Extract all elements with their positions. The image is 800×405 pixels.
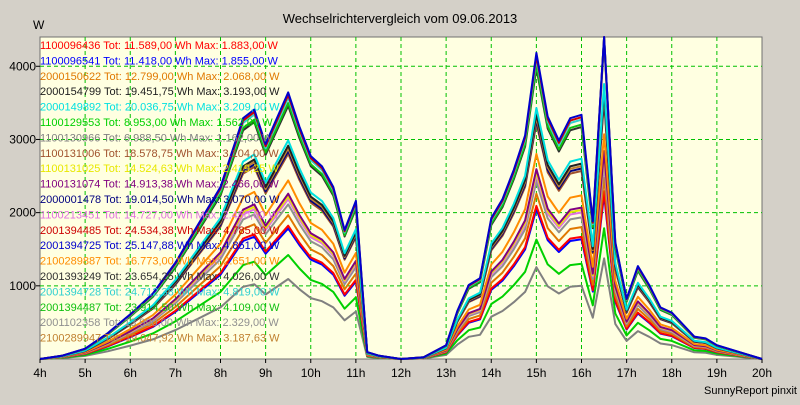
- legend-entry: 1100131006 Tot: 18.578,75 Wh Max: 3.104,…: [40, 148, 279, 160]
- legend-entry: 2001393249 Tot: 23.654,25 Wh Max: 4.026,…: [40, 271, 280, 283]
- legend-entry: 2001102358 Tot: 13.990,00 Wh Max: 2.329,…: [40, 317, 279, 329]
- x-tick-label: 16h: [571, 366, 591, 380]
- legend-entry: 1100131074 Tot: 14.913,38 Wh Max: 2.466,…: [40, 179, 279, 191]
- legend-entry: 1100213451 Tot: 14.727,00 Wh Max: 2.450,…: [40, 209, 279, 221]
- x-tick-label: 13h: [436, 366, 456, 380]
- y-tick-label: 1000: [9, 279, 36, 293]
- series-line: [39, 227, 763, 360]
- y-tick-label: 4000: [9, 59, 36, 73]
- x-tick-label: 5h: [78, 366, 91, 380]
- x-tick-label: 8h: [214, 366, 227, 380]
- x-tick-label: 7h: [169, 366, 182, 380]
- series-lines: [39, 36, 763, 360]
- x-tick-label: 20h: [752, 366, 772, 380]
- legend-entry: 2000154799 Tot: 19.451,75 Wh Max: 3.193,…: [40, 86, 280, 98]
- x-tick-label: 18h: [662, 366, 682, 380]
- legend-entry: 2001394728 Tot: 24.712,38 Wh Max: 4.819,…: [40, 286, 280, 298]
- x-tick-label: 11h: [346, 366, 365, 380]
- footer-credit: SunnyReport pinxit: [704, 385, 797, 397]
- chart-title: Wechselrichtervergleich vom 09.06.2013: [283, 11, 518, 26]
- legend-entry: 1100130966 Tot: 6.988,50 Wh Max: 1.162,0…: [40, 132, 273, 144]
- legend-entry: 2000150622 Tot: 12.799,00 Wh Max: 2.068,…: [40, 71, 280, 83]
- series-line: [39, 257, 763, 360]
- legend-entry: 1100096436 Tot: 11.589,00 Wh Max: 1.883,…: [40, 40, 279, 52]
- legend-entry: 2000149892 Tot: 20.036,75 Wh Max: 3.209,…: [40, 102, 280, 114]
- legend-entry: 2001394487 Tot: 23.914,50 Wh Max: 4.109,…: [40, 302, 280, 314]
- axes: 4h 5h 6h 7h 8h 9h 10h 11h 12h 13h 14h 15h 16h 17h 18h 1…: [9, 59, 772, 380]
- x-tick-label: 19h: [707, 366, 727, 380]
- x-tick-label: 4h: [33, 366, 46, 380]
- x-tick-label: 10h: [301, 366, 321, 380]
- x-tick-label: 12h: [391, 366, 411, 380]
- legend-entry: 2001394485 Tot: 24.534,38 Wh Max: 4.785,…: [40, 225, 280, 237]
- y-tick-label: 2000: [9, 206, 36, 220]
- x-tick-label: 14h: [481, 366, 501, 380]
- legend-entry: 1100129553 Tot: 8.953,00 Wh Max: 1.562,0…: [40, 117, 273, 129]
- series-line: [39, 36, 763, 360]
- x-tick-label: 15h: [526, 366, 546, 380]
- x-tick-label: 9h: [259, 366, 272, 380]
- series-line: [39, 83, 763, 360]
- y-tick-label: 3000: [9, 132, 36, 146]
- series-line: [39, 133, 763, 360]
- legend: 1100096436 Tot: 11.589,00 Wh Max: 1.883,…: [40, 40, 280, 345]
- legend-entry: 2000001478 Tot: 19.014,50 Wh Max: 3.070,…: [40, 194, 280, 206]
- legend-entry: 1100131025 Tot: 14.524,63 Wh Max: 2.419,…: [40, 163, 279, 175]
- legend-entry: 2001394725 Tot: 25.147,88 Wh Max: 4.851,…: [40, 240, 280, 252]
- x-tick-label: 17h: [617, 366, 637, 380]
- legend-entry: 2100289947 Tot: 19.047,92 Wh Max: 3.187,…: [40, 333, 280, 345]
- legend-entry: 2100289887 Tot: 16.773,00 Wh Max: 2.651,…: [40, 256, 280, 268]
- x-tick-label: 6h: [124, 366, 137, 380]
- legend-entry: 1100096541 Tot: 11.418,00 Wh Max: 1.855,…: [40, 55, 279, 67]
- y-axis-label: W: [33, 18, 45, 32]
